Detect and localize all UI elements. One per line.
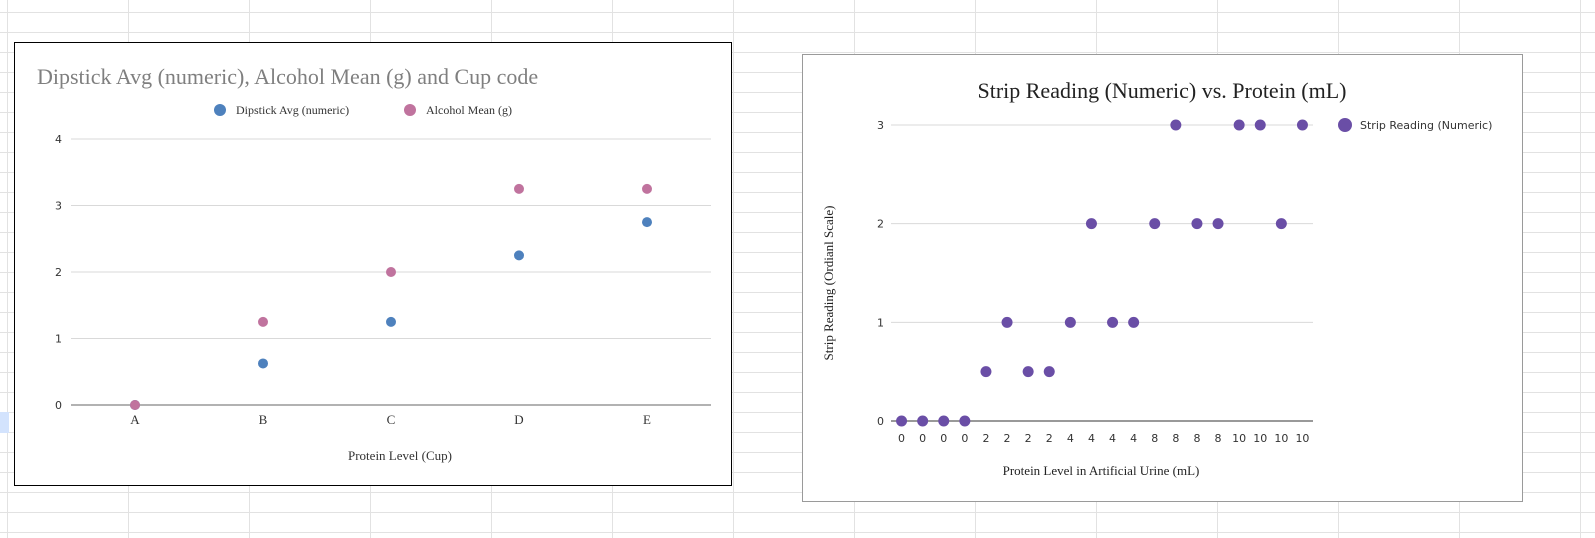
x-tick-label: 4 xyxy=(1067,432,1074,445)
x-tick-label: 0 xyxy=(961,432,968,445)
point-strip-reading xyxy=(1254,119,1266,131)
point-strip-reading xyxy=(1275,218,1287,230)
x-tick-label: 8 xyxy=(1172,432,1179,445)
point-strip-reading xyxy=(1212,218,1224,230)
chart-strip-reading[interactable]: Strip Reading (Numeric) vs. Protein (mL)… xyxy=(802,54,1523,502)
chart-cup-code[interactable]: Dipstick Avg (numeric), Alcohol Mean (g)… xyxy=(14,42,732,486)
point-alcohol xyxy=(642,183,652,194)
x-tick-labels: A B C D E xyxy=(130,412,651,427)
x-tick-label: 2 xyxy=(1046,432,1053,445)
chart-title: Dipstick Avg (numeric), Alcohol Mean (g)… xyxy=(37,64,538,89)
legend-marker-dipstick xyxy=(214,104,226,116)
y-tick-label: 4 xyxy=(55,133,62,146)
chart-cup-code-svg: Dipstick Avg (numeric), Alcohol Mean (g)… xyxy=(37,64,711,463)
chart-legend: Dipstick Avg (numeric) Alcohol Mean (g) xyxy=(214,103,512,117)
point-strip-reading xyxy=(1128,316,1140,328)
x-tick-label: 8 xyxy=(1193,432,1200,445)
x-tick-label: 10 xyxy=(1274,432,1288,445)
x-tick-label: 2 xyxy=(982,432,989,445)
point-strip-reading xyxy=(917,415,929,427)
y-tick-labels: 0 1 2 3 4 xyxy=(55,133,62,412)
y-tick-label: 3 xyxy=(55,200,62,213)
x-tick-label: 4 xyxy=(1130,432,1137,445)
point-strip-reading xyxy=(1043,366,1055,378)
point-strip-reading xyxy=(1170,119,1182,131)
y-tick-label: 1 xyxy=(55,333,62,346)
point-strip-reading xyxy=(938,415,950,427)
x-tick-label: E xyxy=(643,412,651,427)
y-tick-label: 1 xyxy=(877,316,884,329)
point-strip-reading xyxy=(1149,218,1161,230)
data-points xyxy=(130,183,652,410)
legend-marker-alcohol xyxy=(404,104,416,116)
x-tick-label: B xyxy=(259,412,268,427)
point-strip-reading xyxy=(1233,119,1245,131)
point-strip-reading xyxy=(1107,316,1119,328)
x-tick-label: 10 xyxy=(1232,432,1246,445)
point-strip-reading xyxy=(896,415,908,427)
chart-strip-reading-svg: Strip Reading (Numeric) vs. Protein (mL)… xyxy=(821,78,1492,478)
legend-label-alcohol: Alcohol Mean (g) xyxy=(426,103,512,117)
x-tick-label: 4 xyxy=(1109,432,1116,445)
x-tick-label: 0 xyxy=(940,432,947,445)
x-tick-label: 8 xyxy=(1151,432,1158,445)
x-axis-title: Protein Level (Cup) xyxy=(348,448,452,463)
selected-cell-highlight xyxy=(0,412,9,433)
x-tick-labels: 0 0 0 0 2 2 2 2 4 4 4 4 8 8 8 8 10 10 10 10 xyxy=(898,432,1309,445)
point-strip-reading xyxy=(980,366,992,378)
point-alcohol xyxy=(386,267,396,277)
x-tick-label: D xyxy=(514,412,523,427)
point-alcohol xyxy=(514,183,524,194)
legend-label-dipstick: Dipstick Avg (numeric) xyxy=(236,103,349,117)
point-strip-reading xyxy=(1001,316,1013,328)
point-alcohol xyxy=(130,400,140,410)
x-tick-label: 10 xyxy=(1253,432,1267,445)
point-strip-reading xyxy=(1191,218,1203,230)
y-tick-label: 0 xyxy=(55,399,62,412)
point-dipstick xyxy=(514,250,524,261)
y-tick-labels: 0 1 2 3 xyxy=(877,119,884,428)
x-tick-label: 8 xyxy=(1215,432,1222,445)
x-axis-title: Protein Level in Artificial Urine (mL) xyxy=(1003,463,1200,478)
y-tick-label: 3 xyxy=(877,119,884,132)
legend-label-strip: Strip Reading (Numeric) xyxy=(1360,119,1492,132)
chart-title: Strip Reading (Numeric) vs. Protein (mL) xyxy=(977,78,1346,103)
y-tick-label: 2 xyxy=(877,218,884,231)
point-dipstick xyxy=(258,358,268,369)
y-tick-label: 0 xyxy=(877,415,884,428)
point-strip-reading xyxy=(959,415,971,427)
x-tick-label: 0 xyxy=(898,432,905,445)
y-tick-label: 2 xyxy=(55,266,62,279)
point-alcohol xyxy=(258,316,268,327)
grid-lines xyxy=(891,124,1313,422)
x-tick-label: 4 xyxy=(1088,432,1095,445)
point-strip-reading xyxy=(1064,316,1076,328)
chart-legend: Strip Reading (Numeric) xyxy=(1338,118,1492,132)
x-tick-label: 2 xyxy=(1004,432,1011,445)
point-strip-reading xyxy=(1022,366,1034,378)
legend-marker-strip xyxy=(1338,118,1352,132)
point-strip-reading xyxy=(1296,119,1308,131)
point-dipstick xyxy=(642,217,652,228)
x-tick-label: 2 xyxy=(1025,432,1032,445)
x-tick-label: C xyxy=(387,412,396,427)
x-tick-label: A xyxy=(130,412,140,427)
y-axis-title: Strip Reading (Ordianl Scale) xyxy=(821,206,836,361)
x-tick-label: 10 xyxy=(1295,432,1309,445)
x-tick-label: 0 xyxy=(919,432,926,445)
point-dipstick xyxy=(386,316,396,327)
data-points xyxy=(896,119,1308,427)
point-strip-reading xyxy=(1085,218,1097,230)
